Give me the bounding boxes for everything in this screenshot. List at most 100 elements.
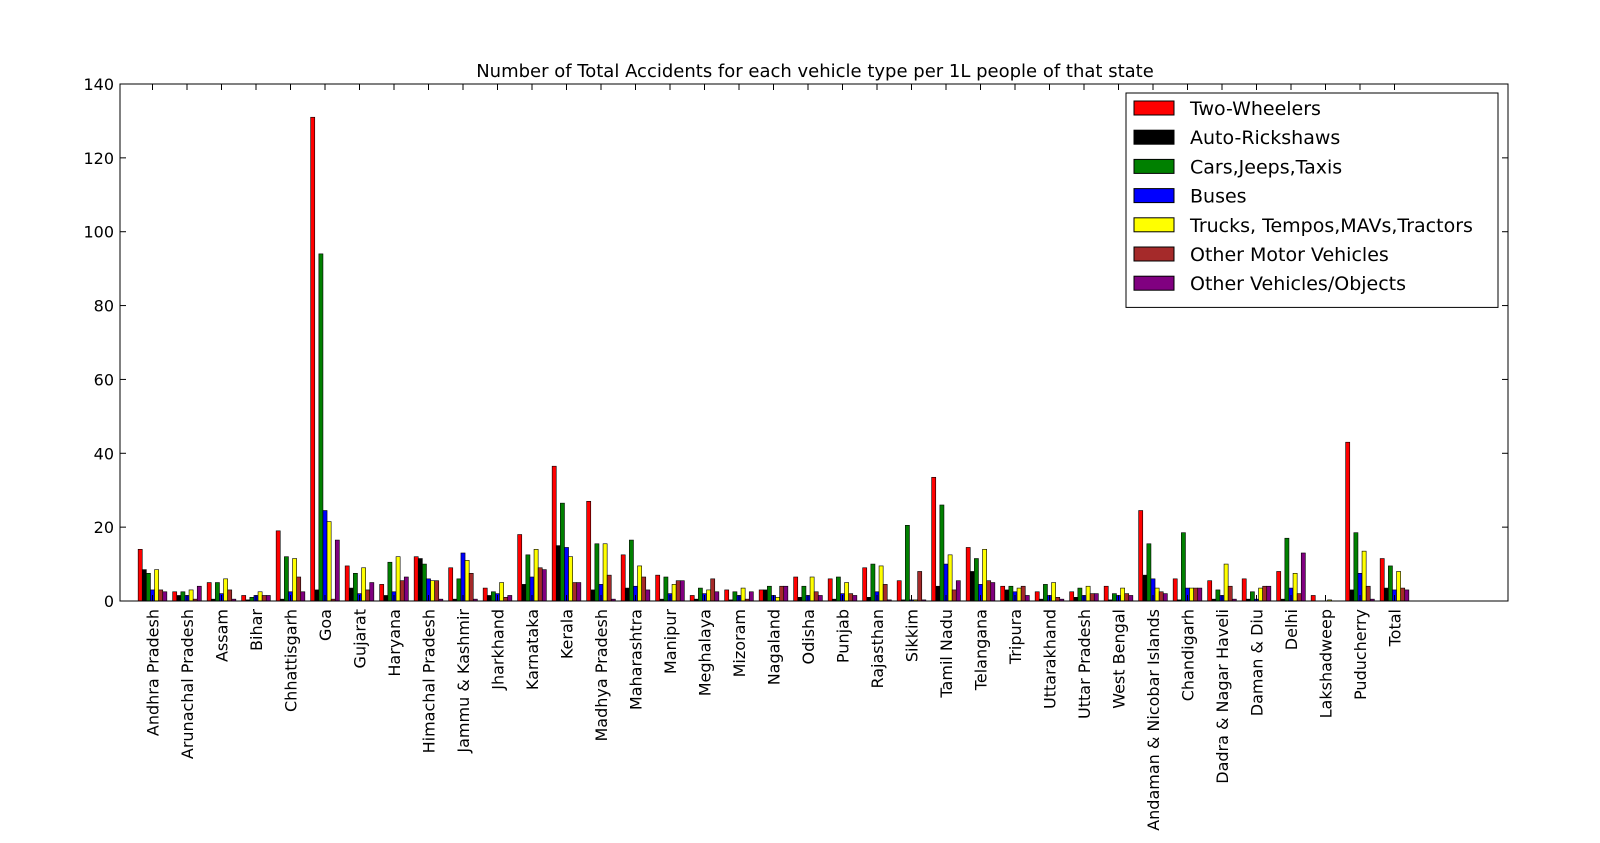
bar-jammu-kashmir-cars-jeeps-taxis: [456, 578, 462, 602]
y-tick-label: 100: [83, 223, 114, 242]
bar-assam-other-motor-vehicles: [227, 589, 233, 602]
bar-rajasthan-two-wheelers: [862, 567, 868, 602]
bar-gujarat-cars-jeeps-taxis: [353, 572, 358, 602]
bar-chandigarh-other-vehicles-objects: [1197, 587, 1203, 602]
bar-uttar-pradesh-two-wheelers: [1069, 591, 1075, 602]
bar-uttar-pradesh-trucks-tempos-mavs-tractors: [1085, 585, 1091, 602]
legend-label-cars-jeeps-taxis: Cars,Jeeps,Taxis: [1190, 156, 1342, 178]
bar-jharkhand-other-vehicles-objects: [507, 595, 513, 602]
bar-tamil-nadu-auto-rickshaws: [935, 585, 941, 602]
bar-meghalaya-other-motor-vehicles: [710, 578, 716, 602]
bar-chhattisgarh-cars-jeeps-taxis: [284, 556, 289, 602]
bar-tripura-auto-rickshaws: [1004, 589, 1010, 602]
bar-rajasthan-auto-rickshaws: [866, 597, 872, 602]
bar-madhya-pradesh-two-wheelers: [586, 500, 592, 602]
legend-swatch-other-motor-vehicles: [1133, 246, 1175, 262]
bar-manipur-cars-jeeps-taxis: [663, 576, 669, 602]
bar-uttarakhand-two-wheelers: [1034, 591, 1040, 602]
x-tick-label-total: Total: [1386, 609, 1405, 647]
x-tick-label-mizoram: Mizoram: [730, 609, 749, 677]
x-tick-label-kerala: Kerala: [558, 609, 577, 659]
bar-odisha-cars-jeeps-taxis: [801, 585, 807, 602]
bar-punjab-trucks-tempos-mavs-tractors: [844, 582, 849, 602]
bar-total-cars-jeeps-taxis: [1388, 565, 1393, 602]
x-tick-label-sikkim: Sikkim: [903, 609, 922, 662]
x-tick-label-tripura: Tripura: [1006, 609, 1025, 665]
bar-haryana-other-motor-vehicles: [399, 580, 405, 602]
x-tick-label-andhra-pradesh: Andhra Pradesh: [144, 609, 163, 736]
bar-himachal-pradesh-other-motor-vehicles: [434, 580, 440, 602]
chart-title: Number of Total Accidents for each vehic…: [476, 61, 1154, 82]
bar-rajasthan-other-motor-vehicles: [882, 584, 888, 602]
x-tick-label-chandigarh: Chandigarh: [1179, 609, 1198, 701]
bar-delhi-two-wheelers: [1276, 571, 1282, 602]
bar-goa-buses: [322, 510, 328, 602]
bar-daman-diu-cars-jeeps-taxis: [1250, 591, 1255, 602]
bar-andhra-pradesh-trucks-tempos-mavs-tractors: [154, 569, 159, 602]
x-tick-label-puducherry: Puducherry: [1351, 609, 1370, 700]
bar-tamil-nadu-two-wheelers: [931, 476, 937, 602]
bar-gujarat-other-vehicles-objects: [369, 582, 375, 602]
legend: Two-Wheelers Auto-Rickshaws Cars,Jeeps,Tax…: [1125, 92, 1499, 308]
bar-odisha-two-wheelers: [793, 576, 799, 602]
bar-tripura-other-vehicles-objects: [1024, 595, 1030, 602]
bar-tamil-nadu-cars-jeeps-taxis: [939, 504, 945, 602]
bar-nagaland-cars-jeeps-taxis: [767, 585, 772, 602]
bar-jammu-kashmir-two-wheelers: [448, 567, 454, 602]
x-tick-label-manipur: Manipur: [661, 609, 680, 674]
bar-andaman-nicobar-islands-other-vehicles-objects: [1162, 593, 1168, 602]
bar-bihar-two-wheelers: [241, 595, 247, 602]
bar-bihar-cars-jeeps-taxis: [249, 597, 255, 602]
bar-chhattisgarh-other-motor-vehicles: [296, 576, 302, 602]
x-tick-label-odisha: Odisha: [799, 609, 818, 664]
bar-tamil-nadu-other-vehicles-objects: [955, 580, 961, 602]
bar-chandigarh-other-motor-vehicles: [1193, 587, 1199, 602]
legend-label-other-vehicles-objects: Other Vehicles/Objects: [1190, 273, 1406, 295]
bar-andhra-pradesh-other-vehicles-objects: [162, 591, 168, 602]
bar-telangana-two-wheelers: [965, 547, 971, 602]
y-axis: 0 20 40 60 80 100 120 140: [83, 75, 1508, 611]
bar-bihar-other-vehicles-objects: [265, 595, 271, 602]
legend-label-trucks-tempos-mavs-tractors: Trucks, Tempos,MAVs,Tractors: [1189, 215, 1473, 237]
bar-west-bengal-other-vehicles-objects: [1128, 595, 1134, 602]
bar-mizoram-other-vehicles-objects: [748, 591, 754, 602]
bar-uttarakhand-other-motor-vehicles: [1055, 597, 1061, 602]
bar-delhi-other-vehicles-objects: [1300, 552, 1306, 602]
bar-himachal-pradesh-two-wheelers: [413, 556, 419, 602]
bar-puducherry-cars-jeeps-taxis: [1353, 532, 1359, 602]
x-tick-label-punjab: Punjab: [834, 609, 853, 663]
x-tick-label-bihar: Bihar: [247, 609, 266, 651]
bar-arunachal-pradesh-cars-jeeps-taxis: [180, 591, 186, 602]
bar-tripura-cars-jeeps-taxis: [1008, 585, 1014, 602]
bar-uttar-pradesh-other-vehicles-objects: [1093, 593, 1099, 602]
bar-kerala-cars-jeeps-taxis: [560, 502, 565, 602]
bar-kerala-other-motor-vehicles: [572, 582, 578, 602]
bar-mizoram-two-wheelers: [724, 589, 730, 602]
bar-jharkhand-other-motor-vehicles: [503, 597, 509, 602]
x-axis: Andhra Pradesh Arunachal Pradesh Assam Biha…: [144, 84, 1405, 831]
x-tick-label-assam: Assam: [213, 609, 232, 662]
bar-telangana-cars-jeeps-taxis: [974, 558, 979, 602]
bar-goa-other-vehicles-objects: [334, 539, 340, 602]
bar-meghalaya-other-vehicles-objects: [714, 591, 720, 602]
bar-daman-diu-other-vehicles-objects: [1266, 585, 1272, 602]
bar-uttarakhand-trucks-tempos-mavs-tractors: [1051, 582, 1056, 602]
bar-madhya-pradesh-auto-rickshaws: [590, 589, 596, 602]
bar-uttar-pradesh-other-motor-vehicles: [1089, 593, 1095, 602]
bar-odisha-auto-rickshaws: [797, 597, 803, 602]
bar-west-bengal-two-wheelers: [1103, 585, 1109, 602]
bar-maharashtra-cars-jeeps-taxis: [629, 539, 634, 602]
x-tick-label-jharkhand: Jharkhand: [489, 609, 508, 691]
bar-jharkhand-two-wheelers: [482, 587, 488, 602]
bar-nagaland-two-wheelers: [758, 589, 764, 602]
bar-andaman-nicobar-islands-other-motor-vehicles: [1158, 591, 1164, 602]
bar-andhra-pradesh-cars-jeeps-taxis: [146, 572, 151, 602]
bar-daman-diu-other-motor-vehicles: [1262, 585, 1268, 602]
bar-gujarat-two-wheelers: [344, 565, 350, 602]
legend-swatch-auto-rickshaws: [1133, 129, 1175, 145]
bar-haryana-trucks-tempos-mavs-tractors: [395, 556, 401, 602]
bar-uttarakhand-cars-jeeps-taxis: [1043, 584, 1048, 602]
bar-west-bengal-trucks-tempos-mavs-tractors: [1120, 587, 1125, 602]
